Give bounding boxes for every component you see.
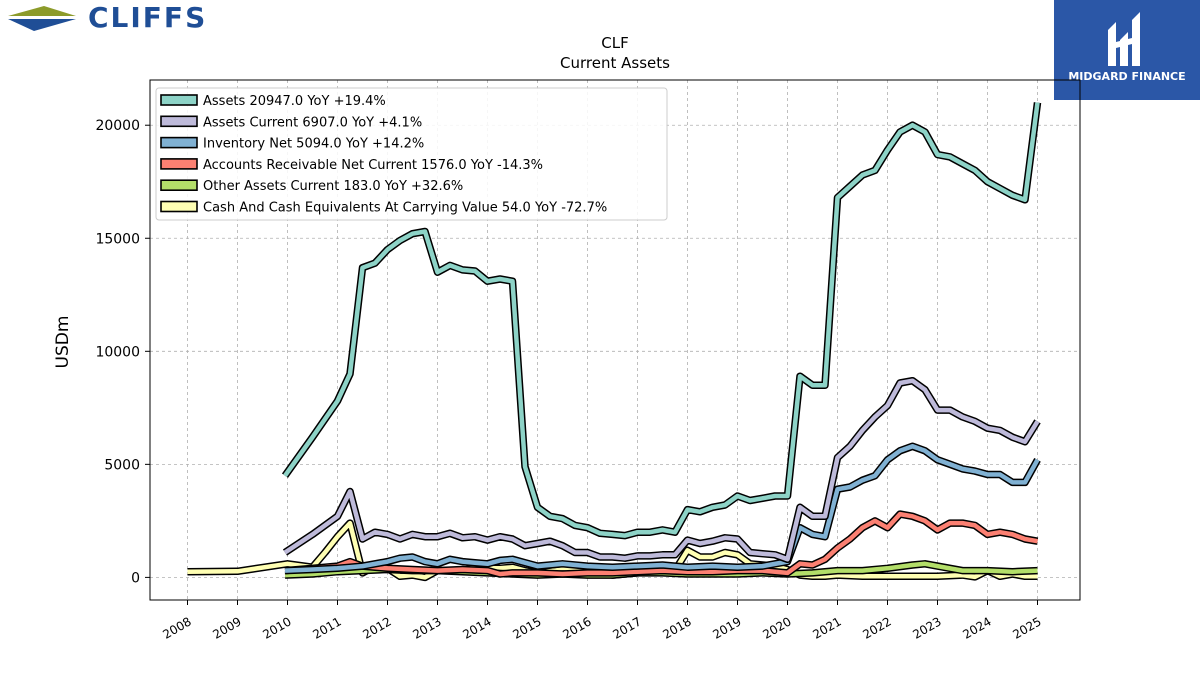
chart-subtitle: Current Assets [560,54,670,72]
cliffs-logo: CLIFFS [0,0,260,40]
x-tick-label: 2025 [1010,614,1043,641]
x-tick-label: 2015 [510,614,543,641]
midgard-finance-logo: MIDGARD FINANCE [1054,0,1200,100]
cliffs-logo-text: CLIFFS [88,1,207,34]
y-tick-label: 5000 [104,457,140,473]
legend-label-assets-current: Assets Current 6907.0 YoY +4.1% [203,115,422,130]
x-tick-label: 2022 [860,614,893,641]
x-tick-label: 2010 [260,614,293,641]
x-tick-label: 2020 [760,614,793,641]
midgard-logo-mark [1108,12,1140,66]
legend-swatch-other-assets-current [160,179,198,191]
legend-label-inventory-net: Inventory Net 5094.0 YoY +14.2% [203,137,424,152]
x-tick-label: 2021 [810,614,843,641]
legend-swatch-inventory-net [160,136,198,149]
y-tick-label: 20000 [95,118,140,134]
y-tick-label: 0 [131,570,140,586]
y-axis-label: USDm [53,316,73,369]
legend-swatch-assets-current [160,115,198,128]
series-line-assets-current [283,378,1040,562]
series-line-inventory-net [284,444,1040,573]
legend-label-other-assets-current: Other Assets Current 183.0 YoY +32.6% [203,179,463,194]
series-line-accounts-receivable-net-current [284,511,1038,577]
cliffs-logo-mark-bottom [8,19,76,31]
x-tick-label: 2023 [910,614,943,641]
legend-swatch-accounts-receivable-net-current [160,158,198,170]
x-tick-label: 2024 [960,614,993,641]
x-tick-label: 2016 [560,614,593,641]
y-tick-label: 10000 [95,344,140,360]
x-tick-label: 2012 [360,614,393,641]
legend: Assets 20947.0 YoY +19.4% Assets Current … [155,87,668,221]
legend-label-accounts-receivable-net-current: Accounts Receivable Net Current 1576.0 Y… [203,158,543,173]
x-tick-label: 2017 [610,614,643,641]
plot-frame [149,79,1081,601]
chart-title: CLF [601,34,628,52]
legend-swatch-assets [160,94,198,106]
series-group [187,102,1042,582]
x-tick-label: 2019 [710,614,743,641]
x-tick-label: 2009 [210,614,243,641]
legend-label-assets: Assets 20947.0 YoY +19.4% [203,94,386,109]
series-line-assets [283,102,1040,538]
x-tick-label: 2013 [410,614,443,641]
x-tick-label: 2014 [460,614,493,641]
x-tick-label: 2011 [310,614,343,641]
legend-box [155,87,668,221]
legend-label-cash-and-cash-equivalents-at-carrying-value: Cash And Cash Equivalents At Carrying Va… [203,201,607,216]
cliffs-logo-mark-top [8,6,76,16]
midgard-logo-text: MIDGARD FINANCE [1068,70,1185,83]
x-tick-label: 2018 [660,614,693,641]
legend-swatch-cash-and-cash-equivalents-at-carrying-value [160,200,198,213]
y-tick-label: 15000 [95,231,140,247]
x-tick-label: 2008 [160,614,193,641]
